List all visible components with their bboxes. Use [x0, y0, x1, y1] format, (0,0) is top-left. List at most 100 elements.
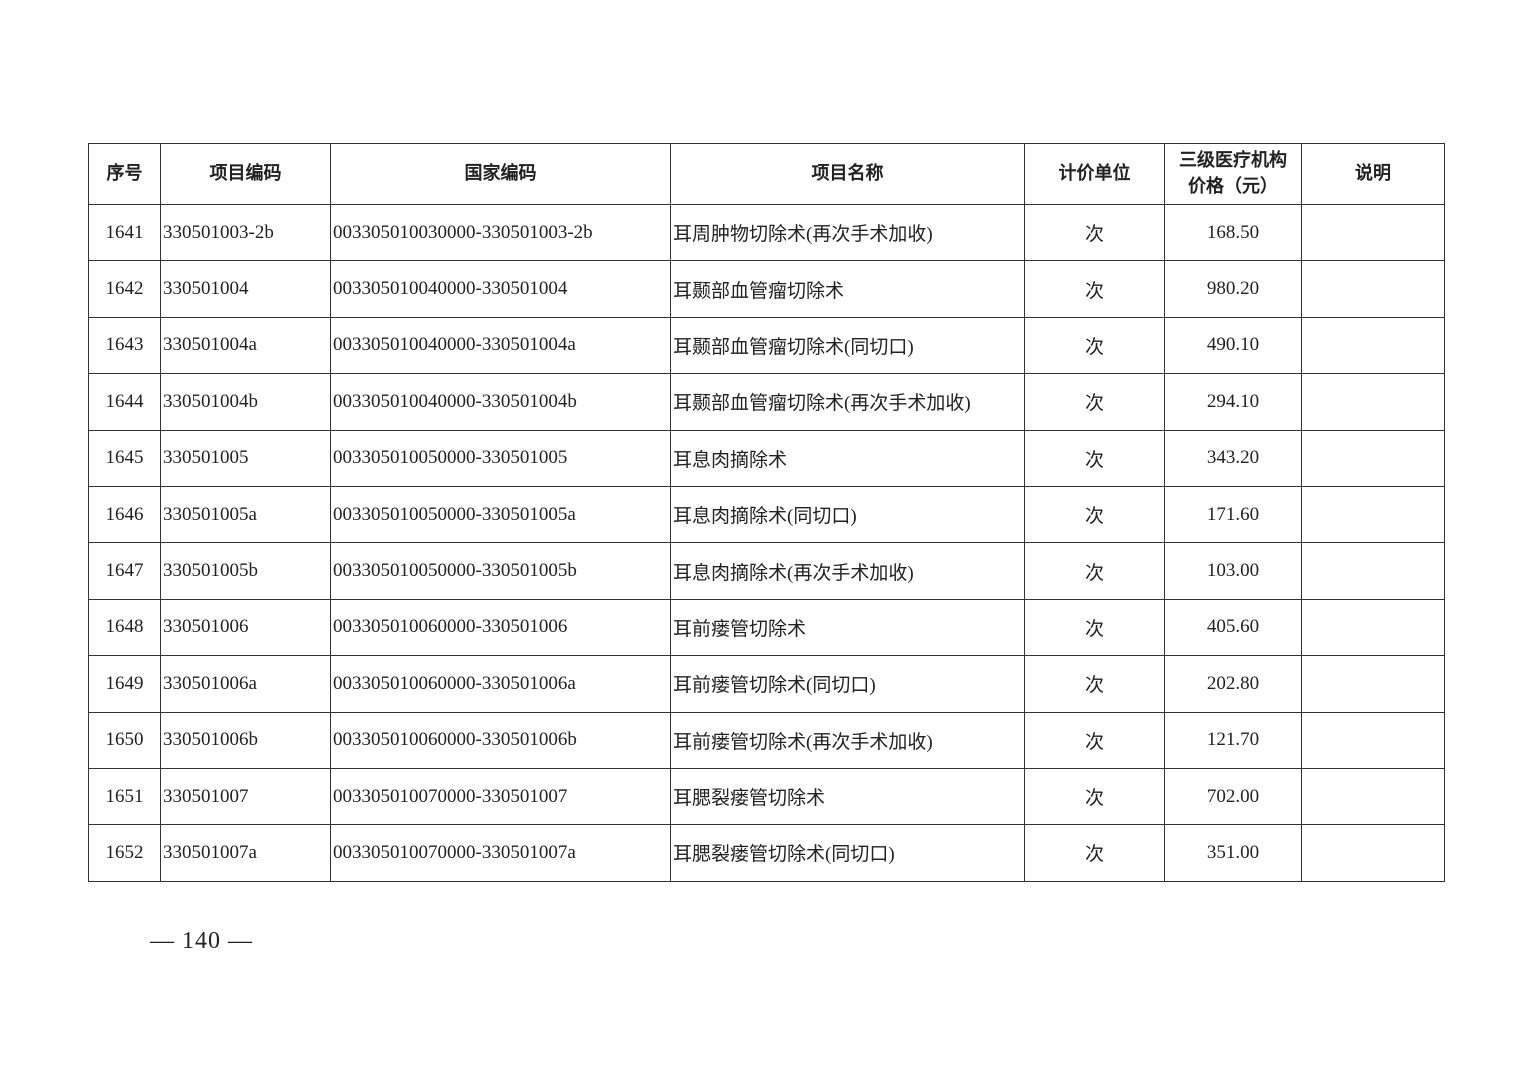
cell-price: 405.60 — [1164, 598, 1302, 657]
cell-item-code: 330501004 — [160, 260, 331, 318]
cell-unit: 次 — [1024, 429, 1165, 487]
cell-national-code: 003305010050000-330501005b — [330, 542, 671, 600]
cell-item-name: 耳息肉摘除术(再次手术加收) — [670, 542, 1025, 600]
cell-price: 980.20 — [1164, 260, 1302, 318]
table-row: 1651 330501007 003305010070000-330501007 耳腮… — [88, 767, 1445, 826]
cell-item-code: 330501006 — [160, 598, 331, 657]
cell-notes — [1301, 316, 1445, 375]
cell-index: 1645 — [88, 429, 161, 487]
cell-item-code: 330501004a — [160, 316, 331, 375]
cell-notes — [1301, 260, 1445, 318]
cell-index: 1646 — [88, 485, 161, 544]
cell-unit: 次 — [1024, 203, 1165, 262]
cell-item-code: 330501003-2b — [160, 203, 331, 262]
cell-item-code: 330501006a — [160, 655, 331, 713]
cell-national-code: 003305010060000-330501006 — [330, 598, 671, 657]
cell-index: 1642 — [88, 260, 161, 318]
cell-unit: 次 — [1024, 260, 1165, 318]
cell-national-code: 003305010050000-330501005a — [330, 485, 671, 544]
header-notes: 说明 — [1301, 143, 1445, 205]
cell-notes — [1301, 655, 1445, 713]
table-header-row: 序号 项目编码 国家编码 项目名称 计价单位 三级医疗机构 价格（元） 说明 — [88, 143, 1445, 205]
cell-price: 343.20 — [1164, 429, 1302, 487]
cell-national-code: 003305010060000-330501006a — [330, 655, 671, 713]
table-row: 1641 330501003-2b 003305010030000-33050100… — [88, 203, 1445, 262]
cell-index: 1651 — [88, 767, 161, 826]
cell-notes — [1301, 429, 1445, 487]
cell-item-code: 330501005a — [160, 485, 331, 544]
cell-item-code: 330501007 — [160, 767, 331, 826]
cell-item-code: 330501006b — [160, 711, 331, 769]
header-item-code: 项目编码 — [160, 143, 331, 205]
header-index: 序号 — [88, 143, 161, 205]
cell-item-code: 330501005 — [160, 429, 331, 487]
table-row: 1643 330501004a 003305010040000-330501004a… — [88, 316, 1445, 375]
cell-notes — [1301, 485, 1445, 544]
cell-price: 702.00 — [1164, 767, 1302, 826]
cell-notes — [1301, 711, 1445, 769]
cell-index: 1641 — [88, 203, 161, 262]
header-unit: 计价单位 — [1024, 143, 1165, 205]
cell-price: 490.10 — [1164, 316, 1302, 375]
cell-price: 103.00 — [1164, 542, 1302, 600]
cell-item-name: 耳前瘘管切除术(再次手术加收) — [670, 711, 1025, 769]
cell-price: 351.00 — [1164, 824, 1302, 882]
cell-notes — [1301, 824, 1445, 882]
cell-notes — [1301, 203, 1445, 262]
cell-index: 1649 — [88, 655, 161, 713]
cell-price: 171.60 — [1164, 485, 1302, 544]
cell-unit: 次 — [1024, 655, 1165, 713]
cell-unit: 次 — [1024, 485, 1165, 544]
table-row: 1646 330501005a 003305010050000-330501005a… — [88, 485, 1445, 544]
cell-item-name: 耳前瘘管切除术(同切口) — [670, 655, 1025, 713]
table-row: 1650 330501006b 003305010060000-330501006b… — [88, 711, 1445, 769]
cell-item-code: 330501007a — [160, 824, 331, 882]
cell-notes — [1301, 542, 1445, 600]
cell-index: 1648 — [88, 598, 161, 657]
table-row: 1645 330501005 003305010050000-330501005 耳息… — [88, 429, 1445, 487]
cell-national-code: 003305010070000-330501007 — [330, 767, 671, 826]
cell-item-name: 耳颞部血管瘤切除术(同切口) — [670, 316, 1025, 375]
header-price-line2: 价格（元） — [1188, 176, 1278, 197]
cell-unit: 次 — [1024, 824, 1165, 882]
cell-item-code: 330501004b — [160, 373, 331, 431]
cell-item-name: 耳腮裂瘘管切除术 — [670, 767, 1025, 826]
price-table: 序号 项目编码 国家编码 项目名称 计价单位 三级医疗机构 价格（元） 说明 16… — [88, 143, 1445, 882]
cell-item-code: 330501005b — [160, 542, 331, 600]
cell-notes — [1301, 767, 1445, 826]
cell-index: 1650 — [88, 711, 161, 769]
cell-index: 1652 — [88, 824, 161, 882]
cell-national-code: 003305010060000-330501006b — [330, 711, 671, 769]
cell-price: 202.80 — [1164, 655, 1302, 713]
cell-unit: 次 — [1024, 598, 1165, 657]
cell-unit: 次 — [1024, 767, 1165, 826]
header-price-line1: 三级医疗机构 — [1179, 150, 1287, 171]
cell-national-code: 003305010040000-330501004a — [330, 316, 671, 375]
cell-item-name: 耳息肉摘除术(同切口) — [670, 485, 1025, 544]
header-price: 三级医疗机构 价格（元） — [1164, 143, 1302, 205]
cell-unit: 次 — [1024, 711, 1165, 769]
table-row: 1642 330501004 003305010040000-330501004 耳颞… — [88, 260, 1445, 318]
cell-item-name: 耳前瘘管切除术 — [670, 598, 1025, 657]
cell-item-name: 耳颞部血管瘤切除术 — [670, 260, 1025, 318]
cell-national-code: 003305010050000-330501005 — [330, 429, 671, 487]
cell-national-code: 003305010040000-330501004b — [330, 373, 671, 431]
table-row: 1647 330501005b 003305010050000-330501005b… — [88, 542, 1445, 600]
cell-price: 168.50 — [1164, 203, 1302, 262]
cell-price: 121.70 — [1164, 711, 1302, 769]
cell-unit: 次 — [1024, 316, 1165, 375]
header-national-code: 国家编码 — [330, 143, 671, 205]
cell-item-name: 耳腮裂瘘管切除术(同切口) — [670, 824, 1025, 882]
cell-notes — [1301, 373, 1445, 431]
cell-index: 1644 — [88, 373, 161, 431]
cell-notes — [1301, 598, 1445, 657]
table-row: 1652 330501007a 003305010070000-330501007a… — [88, 824, 1445, 882]
cell-item-name: 耳颞部血管瘤切除术(再次手术加收) — [670, 373, 1025, 431]
table-row: 1648 330501006 003305010060000-330501006 耳前… — [88, 598, 1445, 657]
cell-index: 1647 — [88, 542, 161, 600]
cell-item-name: 耳息肉摘除术 — [670, 429, 1025, 487]
header-item-name: 项目名称 — [670, 143, 1025, 205]
page-number: — 140 — — [150, 928, 253, 954]
cell-national-code: 003305010070000-330501007a — [330, 824, 671, 882]
cell-index: 1643 — [88, 316, 161, 375]
